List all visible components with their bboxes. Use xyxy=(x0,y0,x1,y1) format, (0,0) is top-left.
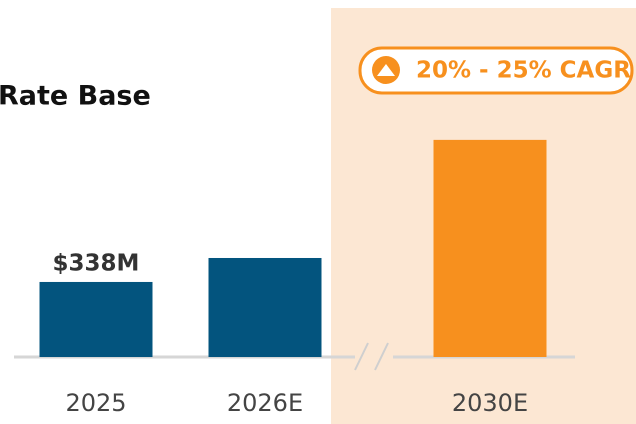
x-tick-label: 2025 xyxy=(65,389,126,417)
chart-title: Rate Base xyxy=(0,81,151,112)
x-tick-label: 2026E xyxy=(227,389,303,417)
x-tick-label: 2030E xyxy=(452,389,528,417)
bar xyxy=(433,139,547,357)
axis-break xyxy=(354,342,369,371)
data-label: $338M xyxy=(53,250,140,276)
bar xyxy=(208,257,322,357)
bar xyxy=(39,281,153,357)
cagr-label: 20% - 25% CAGR xyxy=(416,58,631,84)
cagr-badge xyxy=(358,46,634,95)
axis-break xyxy=(374,342,389,371)
up-arrow xyxy=(377,64,395,76)
